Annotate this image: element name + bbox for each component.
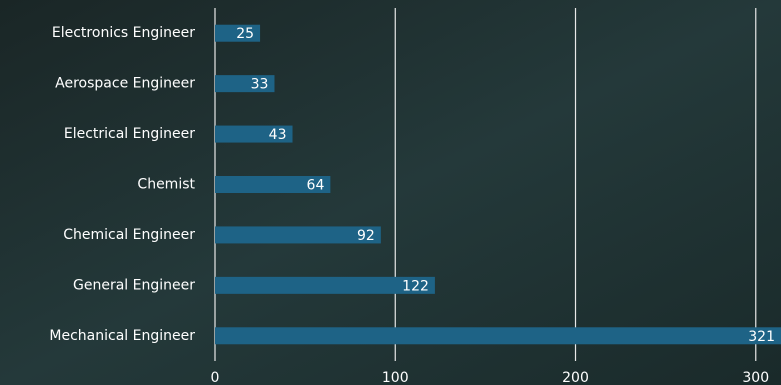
x-tick-label: 300 [742, 370, 769, 385]
y-tick-label: Mechanical Engineer [49, 328, 195, 344]
value-label: 25 [236, 26, 254, 42]
x-tick-label: 200 [562, 370, 589, 385]
bar [215, 276, 435, 294]
x-tick-label: 100 [382, 370, 409, 385]
value-label: 43 [269, 127, 287, 143]
bar [215, 226, 381, 244]
value-label: 64 [307, 178, 325, 194]
value-label: 33 [251, 77, 269, 93]
y-tick-label: General Engineer [73, 277, 195, 293]
y-tick-label: Chemist [137, 177, 195, 193]
bar [215, 125, 293, 143]
value-label: 92 [357, 228, 375, 244]
bar [215, 24, 261, 42]
bar [215, 75, 275, 93]
value-label: 122 [402, 278, 429, 294]
y-tick-label: Chemical Engineer [63, 227, 195, 243]
y-tick-label: Electrical Engineer [64, 126, 195, 142]
bar [215, 176, 331, 193]
bar [215, 327, 781, 345]
y-tick-label: Electronics Engineer [52, 25, 195, 41]
y-tick-label: Aerospace Engineer [55, 76, 195, 92]
x-tick-label: 0 [211, 370, 220, 385]
value-label: 321 [748, 329, 775, 345]
